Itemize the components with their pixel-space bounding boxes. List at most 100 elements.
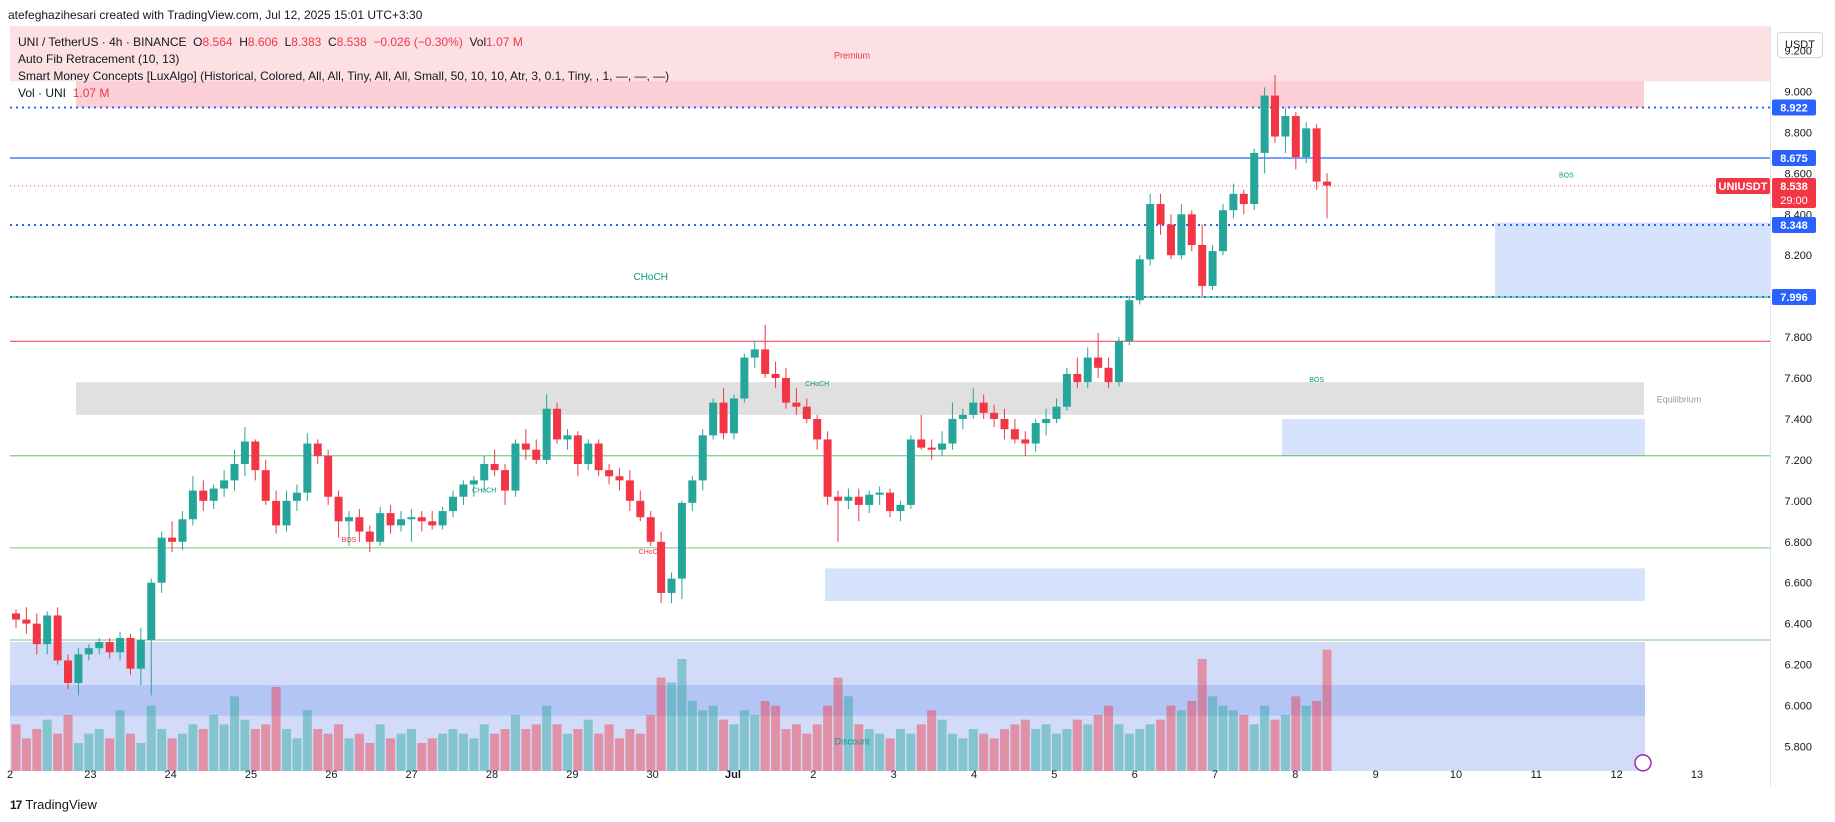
candle-body [511, 443, 520, 491]
time-tick-label: 23 [84, 769, 96, 781]
candle-body [147, 582, 156, 641]
price-tick-label: 7.000 [1784, 496, 1812, 508]
indicator-fib[interactable]: Auto Fib Retracement (10, 13) [18, 52, 180, 66]
price-tick-label: 9.000 [1784, 86, 1812, 98]
candle-body [12, 613, 20, 620]
candle-body [948, 418, 957, 444]
volume-bar [1260, 705, 1270, 771]
time-tick-label: 26 [325, 769, 337, 781]
price-chart[interactable]: CHoCH CHoCH CHoCH CHoCH BOS BOS BOS Premium Equi… [0, 26, 1835, 786]
candle-body [449, 496, 458, 512]
candle-body [1187, 214, 1196, 245]
volume-bar [937, 719, 947, 771]
volume-bar [188, 724, 198, 771]
footer-text: TradingView [25, 797, 97, 812]
candle-body [1166, 224, 1175, 256]
volume-bar [843, 696, 853, 771]
volume-bar [1072, 719, 1082, 771]
candle-body [636, 500, 645, 518]
countdown-text: 29:00 [1780, 195, 1808, 207]
last-price-text: 8.538 [1780, 181, 1808, 193]
volume-bar [406, 729, 416, 771]
symbol-title[interactable]: UNI / TetherUS · 4h · BINANCE [18, 35, 187, 49]
currency-button[interactable]: USDT [1777, 32, 1823, 58]
volume-bar [136, 743, 146, 771]
candle-body [126, 637, 135, 669]
chart-legend: UNI / TetherUS · 4h · BINANCE O8.564 H8.… [18, 34, 669, 102]
candle-body [709, 402, 718, 436]
volume-bar [885, 738, 895, 771]
price-tick-label: 7.600 [1784, 373, 1812, 385]
candle-body [251, 441, 260, 471]
time-tick-label: 9 [1373, 769, 1379, 781]
volume-bar [812, 724, 822, 771]
indicator-smc[interactable]: Smart Money Concepts [LuxAlgo] (Historic… [18, 69, 670, 83]
candle-body [979, 402, 988, 413]
symbol-row[interactable]: UNI / TetherUS · 4h · BINANCE O8.564 H8.… [18, 34, 669, 51]
price-tick-label: 8.800 [1784, 127, 1812, 139]
volume-bar [1291, 696, 1301, 771]
volume-bar [823, 705, 833, 771]
candle-body [854, 496, 863, 505]
volume-bar [614, 738, 624, 771]
candle-body [958, 414, 967, 419]
candle-body [324, 455, 333, 497]
price-tick-label: 8.200 [1784, 250, 1812, 262]
candle-body [771, 373, 780, 379]
volume-bar [261, 724, 271, 771]
candle-body [646, 517, 655, 542]
price-tick-label: 6.000 [1784, 701, 1812, 713]
volume-bar [1280, 715, 1290, 771]
structure-label: BOS [1559, 172, 1574, 179]
candle-body [459, 484, 468, 497]
candle-body [750, 349, 759, 358]
candle-body [220, 480, 229, 489]
candle-body [334, 496, 343, 522]
volume-bar [198, 729, 208, 771]
volume-bar [365, 743, 375, 771]
volume-bar [916, 724, 926, 771]
price-badge-text: 8.348 [1780, 220, 1808, 232]
symbol-badge [1716, 178, 1770, 195]
time-tick-label: 29 [566, 769, 578, 781]
time-tick-label: 10 [1450, 769, 1462, 781]
lightning-icon[interactable] [1634, 754, 1652, 772]
candle-body [105, 642, 114, 653]
candle-body [438, 511, 447, 526]
volume-bar [1197, 659, 1207, 771]
price-badge [1772, 288, 1816, 305]
volume-bar [1301, 705, 1311, 771]
candle-body [938, 443, 947, 450]
volume-bar [1031, 729, 1041, 771]
candle-body [74, 654, 83, 683]
candle-body [1010, 429, 1019, 440]
footer-brand[interactable]: 17 TradingView [10, 797, 97, 812]
candle-body [781, 378, 790, 403]
price-badge [1772, 99, 1816, 116]
candle-body [865, 494, 874, 505]
candle-body [698, 435, 707, 481]
candle-body [1250, 152, 1259, 205]
discount-band [10, 642, 1645, 771]
candle-body [1281, 116, 1290, 137]
time-axis: 2 23 24 25 26 27 28 29 30 Jul 2 3 4 5 6 7 8 9 10 11 12 13 [7, 769, 1703, 781]
chart-caption: atefeghazihesari created with TradingVie… [8, 8, 423, 22]
volume-bar [646, 715, 656, 771]
volume-bar [708, 705, 718, 771]
volume-bar [427, 738, 437, 771]
volume-bar [562, 733, 572, 771]
candle-body [396, 519, 405, 526]
volume-bar [1041, 724, 1051, 771]
volume-bar [895, 729, 905, 771]
volume-bar [250, 729, 260, 771]
candle-body [188, 490, 197, 520]
candle-body [1094, 357, 1103, 368]
candle-body [875, 492, 884, 495]
volume-bar [105, 738, 115, 771]
price-badge-text: 8.675 [1780, 153, 1808, 165]
volume-bar [323, 733, 333, 771]
volume-bar [552, 724, 562, 771]
indicator-volume[interactable]: Vol · UNI 1.07 M [18, 85, 669, 102]
volume-bar [958, 738, 968, 771]
price-badge [1772, 150, 1816, 167]
